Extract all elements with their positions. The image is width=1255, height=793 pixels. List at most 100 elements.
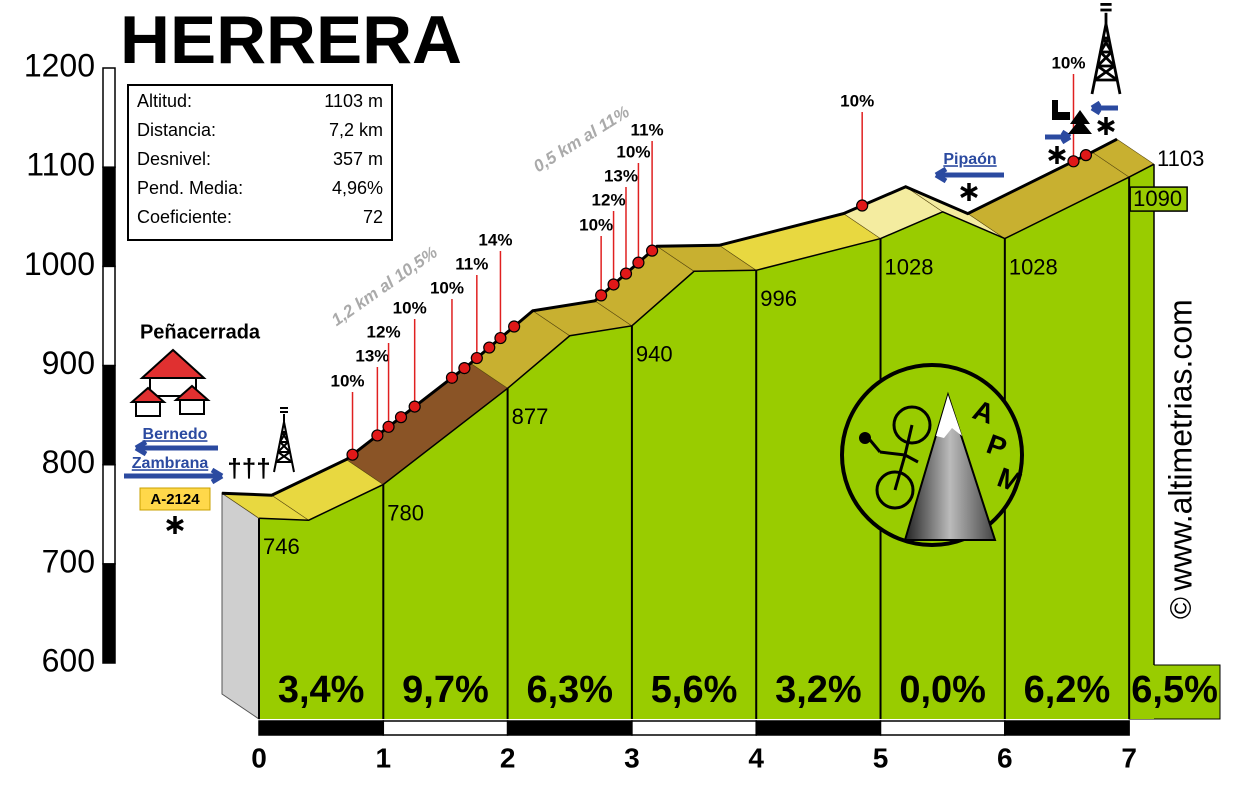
x-axis-band: [258, 720, 385, 736]
marker-label: 10%: [393, 298, 427, 317]
x-axis-band: [1004, 720, 1130, 736]
info-label: Coeficiente:: [137, 207, 232, 227]
marker-dot: [1079, 149, 1093, 162]
marker-dot: [470, 351, 483, 365]
x-axis-band: [879, 720, 1006, 736]
marker-dot: [483, 341, 496, 354]
logo: [840, 363, 1024, 547]
elevation-label: 1028: [1009, 254, 1058, 279]
info-label: Altitud:: [137, 91, 192, 111]
elevation-label: 877: [512, 404, 549, 429]
info-rows: Altitud: 1103 m Distancia: 7,2 km Desnivel: 3…: [137, 91, 383, 227]
marker-dot: [595, 289, 608, 302]
annotation: 0,5 km al 11%: [530, 102, 633, 176]
x-tick-label: 4: [748, 742, 764, 773]
x-tick-label: 5: [873, 742, 889, 773]
marker-dot: [494, 331, 507, 345]
road-label: Bernedo: [143, 426, 208, 443]
marker-label: 11%: [631, 120, 664, 139]
grade-label: 5,6%: [651, 669, 738, 711]
marker-label: 13%: [604, 166, 638, 185]
y-tick-label: 700: [42, 543, 95, 579]
info-box: [127, 84, 393, 241]
marker-label: 10%: [331, 371, 365, 390]
marker-dot: [394, 411, 408, 424]
elevation-label: 940: [636, 342, 673, 367]
road-label: Pipaón: [943, 151, 996, 168]
chart-title: HERRERA: [120, 2, 462, 78]
houses-icon: [129, 348, 211, 417]
y-tick-label: 1000: [24, 246, 95, 282]
road-label: Zambrana: [132, 455, 209, 472]
y-tick-label: 1100: [26, 147, 95, 183]
y-axis-band: [102, 265, 116, 367]
marker-dot: [645, 244, 659, 257]
marker-dot: [445, 371, 459, 384]
marker-label: 10%: [616, 142, 650, 161]
y-axis-band: [102, 166, 116, 268]
grade-label: 6,5%: [1131, 669, 1218, 711]
elevation-label: 1028: [885, 254, 934, 279]
grade-label: 9,7%: [402, 669, 489, 711]
marker-label: 10%: [1051, 53, 1085, 72]
info-value: 357 m: [333, 149, 383, 169]
info-value: 4,96%: [332, 178, 383, 198]
road-code: A-2124: [150, 491, 200, 508]
info-value: 1103 m: [324, 91, 383, 111]
summit-icons: [1045, 3, 1122, 166]
elevation-label: 996: [760, 286, 797, 311]
tower-icon: [273, 407, 295, 473]
marker-dot: [508, 320, 521, 333]
marker-label: 13%: [355, 346, 389, 365]
road-code-box: [139, 487, 211, 511]
x-tick-label: 1: [376, 742, 392, 773]
x-axis-band: [382, 720, 509, 736]
elevation-label: 780: [387, 500, 424, 525]
elevation-label: 746: [263, 534, 300, 559]
side-face: [221, 492, 260, 720]
x-axis-band: [755, 720, 882, 736]
x-tick-label: 7: [1121, 742, 1137, 773]
asterisk: [959, 181, 979, 203]
ridge-line: [221, 137, 1118, 497]
y-tick-label: 600: [42, 642, 95, 678]
grade-label: 0,0%: [899, 669, 986, 711]
x-tick-label: 2: [500, 742, 516, 773]
marker-dot: [382, 420, 395, 433]
marker-dot: [856, 199, 869, 212]
info-value: 72: [363, 207, 383, 227]
crosses: †††: [227, 453, 270, 483]
marker-dot: [632, 256, 645, 269]
elevation-label: 1103: [1157, 146, 1204, 171]
marker-dot: [458, 362, 471, 375]
grade-label: 6,3%: [526, 669, 613, 711]
marker-dot: [346, 448, 359, 461]
marker-dot: [408, 400, 421, 413]
y-tick-label: 900: [42, 345, 95, 381]
marker-dot: [371, 429, 384, 442]
arrow-left: [934, 166, 1004, 184]
x-tick-label: 6: [997, 742, 1013, 773]
marker-dot: [607, 278, 620, 291]
marker-label: 11%: [455, 254, 488, 273]
elevation-label: 1090: [1133, 186, 1182, 211]
marker-label: 14%: [478, 230, 512, 249]
marker-label: 12%: [367, 322, 401, 341]
y-tick-label: 800: [42, 444, 95, 480]
grade-label: 3,4%: [278, 669, 365, 711]
grade-label: 6,2%: [1024, 669, 1111, 711]
marker-dot: [619, 267, 633, 280]
marker-dot: [1067, 155, 1080, 168]
marker-label: 10%: [430, 278, 464, 297]
arrow-right: [124, 467, 224, 485]
info-value: 7,2 km: [329, 120, 383, 140]
x-tick-label: 3: [624, 742, 640, 773]
x-axis-band: [631, 720, 757, 736]
watermark: www.altimetrias.com: [1162, 299, 1198, 592]
y-axis-band: [102, 463, 116, 565]
copyright: ©: [1165, 597, 1198, 619]
y-axis-band: [102, 563, 116, 664]
y-tick-label: 1200: [24, 47, 95, 83]
marker-label: 12%: [592, 190, 626, 209]
